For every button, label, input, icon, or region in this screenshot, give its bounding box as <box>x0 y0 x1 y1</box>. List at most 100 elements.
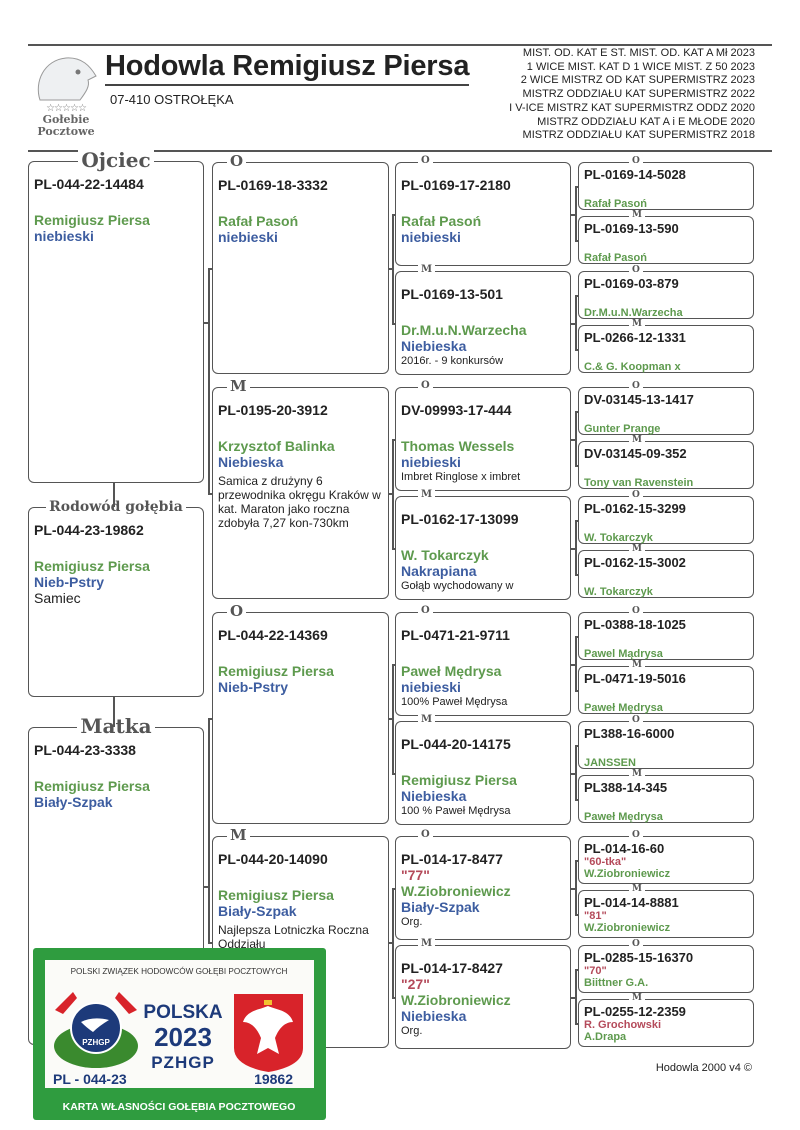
connector-line <box>575 186 578 188</box>
connector-line <box>392 664 395 666</box>
pedigree-box[interactable]: O PL-014-17-8477 "77" W.Ziobroniewicz Biały-… <box>395 829 571 940</box>
pedigree-box[interactable]: O PL-0169-18-3332 Rafał Pasoń niebieski <box>212 152 389 374</box>
connector-line <box>571 664 575 666</box>
owner-name: JANSSEN <box>584 757 636 769</box>
box-label: M <box>227 826 250 844</box>
box-label: O <box>629 490 643 500</box>
pedigree-box[interactable]: M PL-0266-12-1331 C.& G. Koopman x <box>578 319 754 373</box>
pedigree-box[interactable]: M PL-0255-12-2359 R. Grochowski A.Drapa <box>578 993 754 1047</box>
box-label: O <box>629 715 643 725</box>
connector-line <box>392 439 394 548</box>
owner-name: W. Tokarczyk <box>584 532 653 544</box>
pedigree-box[interactable]: O PL-0388-18-1025 Pawel Mądrysa <box>578 606 754 660</box>
pedigree-box[interactable]: M PL-014-17-8427 "27" W.Ziobroniewicz Niebie… <box>395 938 571 1049</box>
pedigree-box[interactable]: O PL-0169-03-879 Dr.M.u.N.Warzecha <box>578 265 754 319</box>
connector-line <box>571 214 575 216</box>
ring-number: PL-014-16-60 <box>584 841 665 856</box>
logo-text-2: Pocztowe <box>37 125 95 138</box>
owner-name: Remigiusz Piersa <box>401 772 517 788</box>
note: Org. <box>401 916 423 928</box>
connector-line <box>575 295 577 349</box>
connector-line <box>575 240 578 242</box>
connector-line <box>575 969 578 971</box>
nickname: "70" <box>584 965 607 977</box>
card-ring-prefix: PL - 044-23 <box>53 1071 127 1087</box>
pedigree-box[interactable]: O PL-014-16-60 "60-tka" W.Ziobroniewicz <box>578 830 754 884</box>
pedigree-box[interactable]: M PL-0162-17-13099 W. Tokarczyk Nakrapiana G… <box>395 489 571 600</box>
connector-line <box>113 697 115 727</box>
owner-name: Remigiusz Piersa <box>34 558 150 574</box>
logo: ☆☆☆☆☆ Gołebie Pocztowe <box>30 52 102 142</box>
logo-text-1: Gołebie <box>42 113 90 126</box>
owner-name: Paweł Mędrysa <box>401 663 502 679</box>
pedigree-box[interactable]: M PL-0169-13-501 Dr.M.u.N.Warzecha Niebiesk… <box>395 264 571 375</box>
ring-number: PL-044-23-19862 <box>34 522 144 538</box>
nickname: "60-tka" <box>584 856 627 868</box>
pedigree-box[interactable]: O DV-09993-17-444 Thomas Wessels niebieski I… <box>395 380 571 491</box>
box-label: M <box>227 377 250 395</box>
pedigree-box[interactable]: M PL388-14-345 Paweł Mędrysa <box>578 769 754 823</box>
ring-number: PL-0162-17-13099 <box>401 511 519 527</box>
ring-number: PL-0471-21-9711 <box>401 627 510 643</box>
plumage-color: niebieski <box>218 229 278 245</box>
owner-name: Thomas Wessels <box>401 438 515 454</box>
card-country: POLSKA <box>143 1002 222 1023</box>
ring-number: PL-0266-12-1331 <box>584 330 686 345</box>
connector-line <box>575 295 578 297</box>
plumage-color: Niebieska <box>218 454 284 470</box>
box-label: M <box>629 544 645 554</box>
box-label: O <box>629 939 643 949</box>
owner-name: A.Drapa <box>584 1031 627 1043</box>
plumage-color: niebieski <box>401 454 461 470</box>
pedigree-box[interactable]: M PL-044-20-14175 Remigiusz Piersa Niebiesk… <box>395 714 571 825</box>
pedigree-box[interactable]: O PL-0162-15-3299 W. Tokarczyk <box>578 490 754 544</box>
connector-line <box>571 439 575 441</box>
note: Samiec <box>34 590 81 606</box>
connector-line <box>575 574 578 576</box>
ring-number: PL-0169-18-3332 <box>218 177 328 193</box>
pedigree-box[interactable]: M PL-0162-15-3002 W. Tokarczyk <box>578 544 754 598</box>
card-org: POLSKI ZWIĄZEK HODOWCÓW GOŁĘBI POCZTOWYC… <box>71 966 288 976</box>
nickname: R. Grochowski <box>584 1019 662 1031</box>
achievement: MISTRZ ODDZIAŁU KAT SUPERMISTRZ 2018 <box>522 129 755 142</box>
box-label: M <box>629 210 645 220</box>
pedigree-box[interactable]: M DV-03145-09-352 Tony van Ravenstein <box>578 435 754 489</box>
pedigree-box[interactable]: Rodowód gołębia PL-044-23-19862 Remigiusz … <box>28 498 204 697</box>
connector-line <box>575 520 577 574</box>
connector-line <box>392 548 395 550</box>
owner-name: Krzysztof Balinka <box>218 438 335 454</box>
connector-line <box>575 1023 578 1025</box>
pedigree-box[interactable]: M PL-0169-13-590 Rafał Pasoń <box>578 210 754 264</box>
owner-name: Tony van Ravenstein <box>584 477 694 489</box>
note: Imbret Ringlose x imbret <box>401 471 521 483</box>
achievement: 2 WICE MISTRZ OD KAT SUPERMISTRZ 2023 <box>520 74 755 87</box>
note: 100% Paweł Mędrysa <box>401 696 508 708</box>
pedigree-box[interactable]: O PL-0285-15-16370 "70" Biittner G.A. <box>578 939 754 993</box>
connector-line <box>392 214 394 323</box>
breeder-address: 07-410 OSTROŁĘKA <box>110 92 234 107</box>
connector-line <box>204 886 208 888</box>
pedigree-box[interactable]: O DV-03145-13-1417 Gunter Prange <box>578 381 754 435</box>
note: Gołąb wychodowany w <box>401 580 514 592</box>
owner-name: Remigiusz Piersa <box>218 887 334 903</box>
pedigree-box[interactable]: O PL388-16-6000 JANSSEN <box>578 715 754 769</box>
pedigree-box[interactable]: O PL-0471-21-9711 Paweł Mędrysa niebieski 10… <box>395 605 571 716</box>
pedigree-box[interactable]: M PL-0195-20-3912 Krzysztof Balinka Niebies… <box>212 377 389 599</box>
ring-number: PL-014-17-8477 <box>401 851 503 867</box>
box-label: O <box>629 265 643 275</box>
pedigree-box[interactable]: O PL-044-22-14369 Remigiusz Piersa Nieb-Pst… <box>212 602 389 824</box>
connector-line <box>571 548 575 550</box>
pedigree-box[interactable]: O PL-0169-14-5028 Rafał Pasoń <box>578 156 754 210</box>
pedigree-box[interactable]: M PL-014-14-8881 "81" W.Ziobroniewicz <box>578 884 754 938</box>
connector-line <box>204 322 208 324</box>
ring-number: PL-044-20-14175 <box>401 736 511 752</box>
pedigree-box[interactable]: M PL-0471-19-5016 Paweł Mędrysa <box>578 660 754 714</box>
pedigree-box[interactable]: O PL-0169-17-2180 Rafał Pasoń niebieski <box>395 155 571 266</box>
box-label: M <box>629 769 645 779</box>
connector-line <box>575 411 577 465</box>
owner-name: W. Tokarczyk <box>401 547 489 563</box>
owner-name: Remigiusz Piersa <box>34 778 150 794</box>
connector-line <box>575 186 577 240</box>
connector-line <box>571 773 575 775</box>
pedigree-box[interactable]: Ojciec PL-044-22-14484 Remigiusz Piersa nie… <box>28 149 204 483</box>
